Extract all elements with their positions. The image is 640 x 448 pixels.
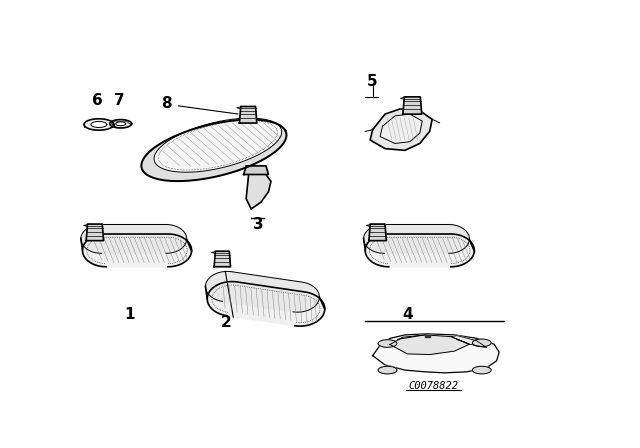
Polygon shape [372, 334, 499, 373]
Polygon shape [390, 335, 469, 354]
Ellipse shape [378, 366, 397, 374]
Polygon shape [84, 119, 114, 130]
Text: 4: 4 [402, 307, 413, 322]
Text: 6: 6 [92, 93, 103, 108]
Polygon shape [246, 171, 271, 209]
Polygon shape [369, 224, 387, 241]
Ellipse shape [472, 366, 491, 374]
Polygon shape [370, 109, 432, 151]
Polygon shape [91, 121, 107, 128]
Polygon shape [365, 234, 474, 267]
Polygon shape [244, 166, 269, 174]
Text: 5: 5 [366, 74, 377, 89]
Polygon shape [141, 120, 287, 181]
Polygon shape [116, 122, 125, 126]
Text: 8: 8 [161, 96, 172, 111]
Ellipse shape [472, 339, 491, 347]
Text: 3: 3 [253, 217, 264, 232]
Polygon shape [403, 97, 422, 114]
Polygon shape [110, 120, 132, 128]
Polygon shape [239, 107, 257, 123]
Text: 1: 1 [124, 307, 135, 322]
Polygon shape [81, 224, 187, 253]
Polygon shape [207, 282, 324, 326]
Polygon shape [83, 234, 191, 267]
Text: C0078822: C0078822 [409, 381, 459, 391]
Polygon shape [380, 114, 422, 143]
Polygon shape [451, 336, 486, 348]
Polygon shape [364, 224, 469, 253]
Polygon shape [86, 224, 104, 241]
Text: 2: 2 [221, 315, 232, 330]
Polygon shape [205, 271, 319, 312]
Text: 7: 7 [115, 93, 125, 108]
Polygon shape [425, 335, 429, 337]
Ellipse shape [378, 340, 397, 347]
Polygon shape [154, 118, 282, 172]
Polygon shape [214, 251, 230, 267]
